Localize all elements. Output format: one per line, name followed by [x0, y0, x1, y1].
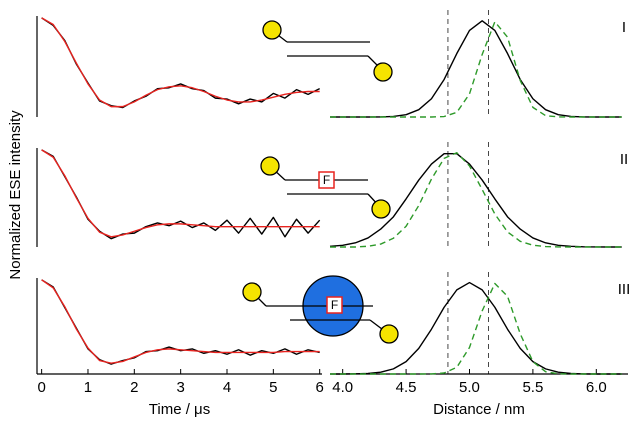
panel-label: III [618, 281, 631, 298]
data-line [329, 152, 622, 248]
x-tick-label: 3 [176, 379, 184, 396]
x-tick-label: 6.0 [586, 379, 607, 396]
schematic-1 [262, 20, 393, 82]
x-tick-label: 5.5 [522, 379, 543, 396]
x-tick-label: 0 [37, 379, 45, 396]
data-line [330, 20, 622, 118]
data-line [41, 279, 320, 364]
x-tick-label: 4.5 [396, 379, 417, 396]
x-axis-label: Time / μs [149, 401, 210, 418]
panel-label: II [620, 151, 628, 168]
x-tick-label: 5 [269, 379, 277, 396]
x-axis-label: Distance / nm [433, 401, 525, 418]
data-line [330, 21, 622, 118]
x-tick-label: 6 [316, 379, 324, 396]
x-tick-label: 5.0 [459, 379, 480, 396]
x-tick-label: 4.0 [332, 379, 353, 396]
data-line [330, 152, 622, 248]
data-line [330, 282, 622, 375]
x-tick-label: 2 [130, 379, 138, 396]
schematic-label: F [323, 173, 330, 187]
data-line [41, 149, 320, 238]
schematic-2 [260, 156, 391, 219]
x-tick-label: 4 [223, 379, 231, 396]
schematic-3 [242, 275, 399, 344]
x-tick-label: 1 [84, 379, 92, 396]
panel-label: I [622, 19, 626, 36]
y-axis-label: Normalized ESE intensity [7, 110, 24, 280]
data-line [41, 17, 320, 108]
schematic-label: F [331, 298, 338, 312]
